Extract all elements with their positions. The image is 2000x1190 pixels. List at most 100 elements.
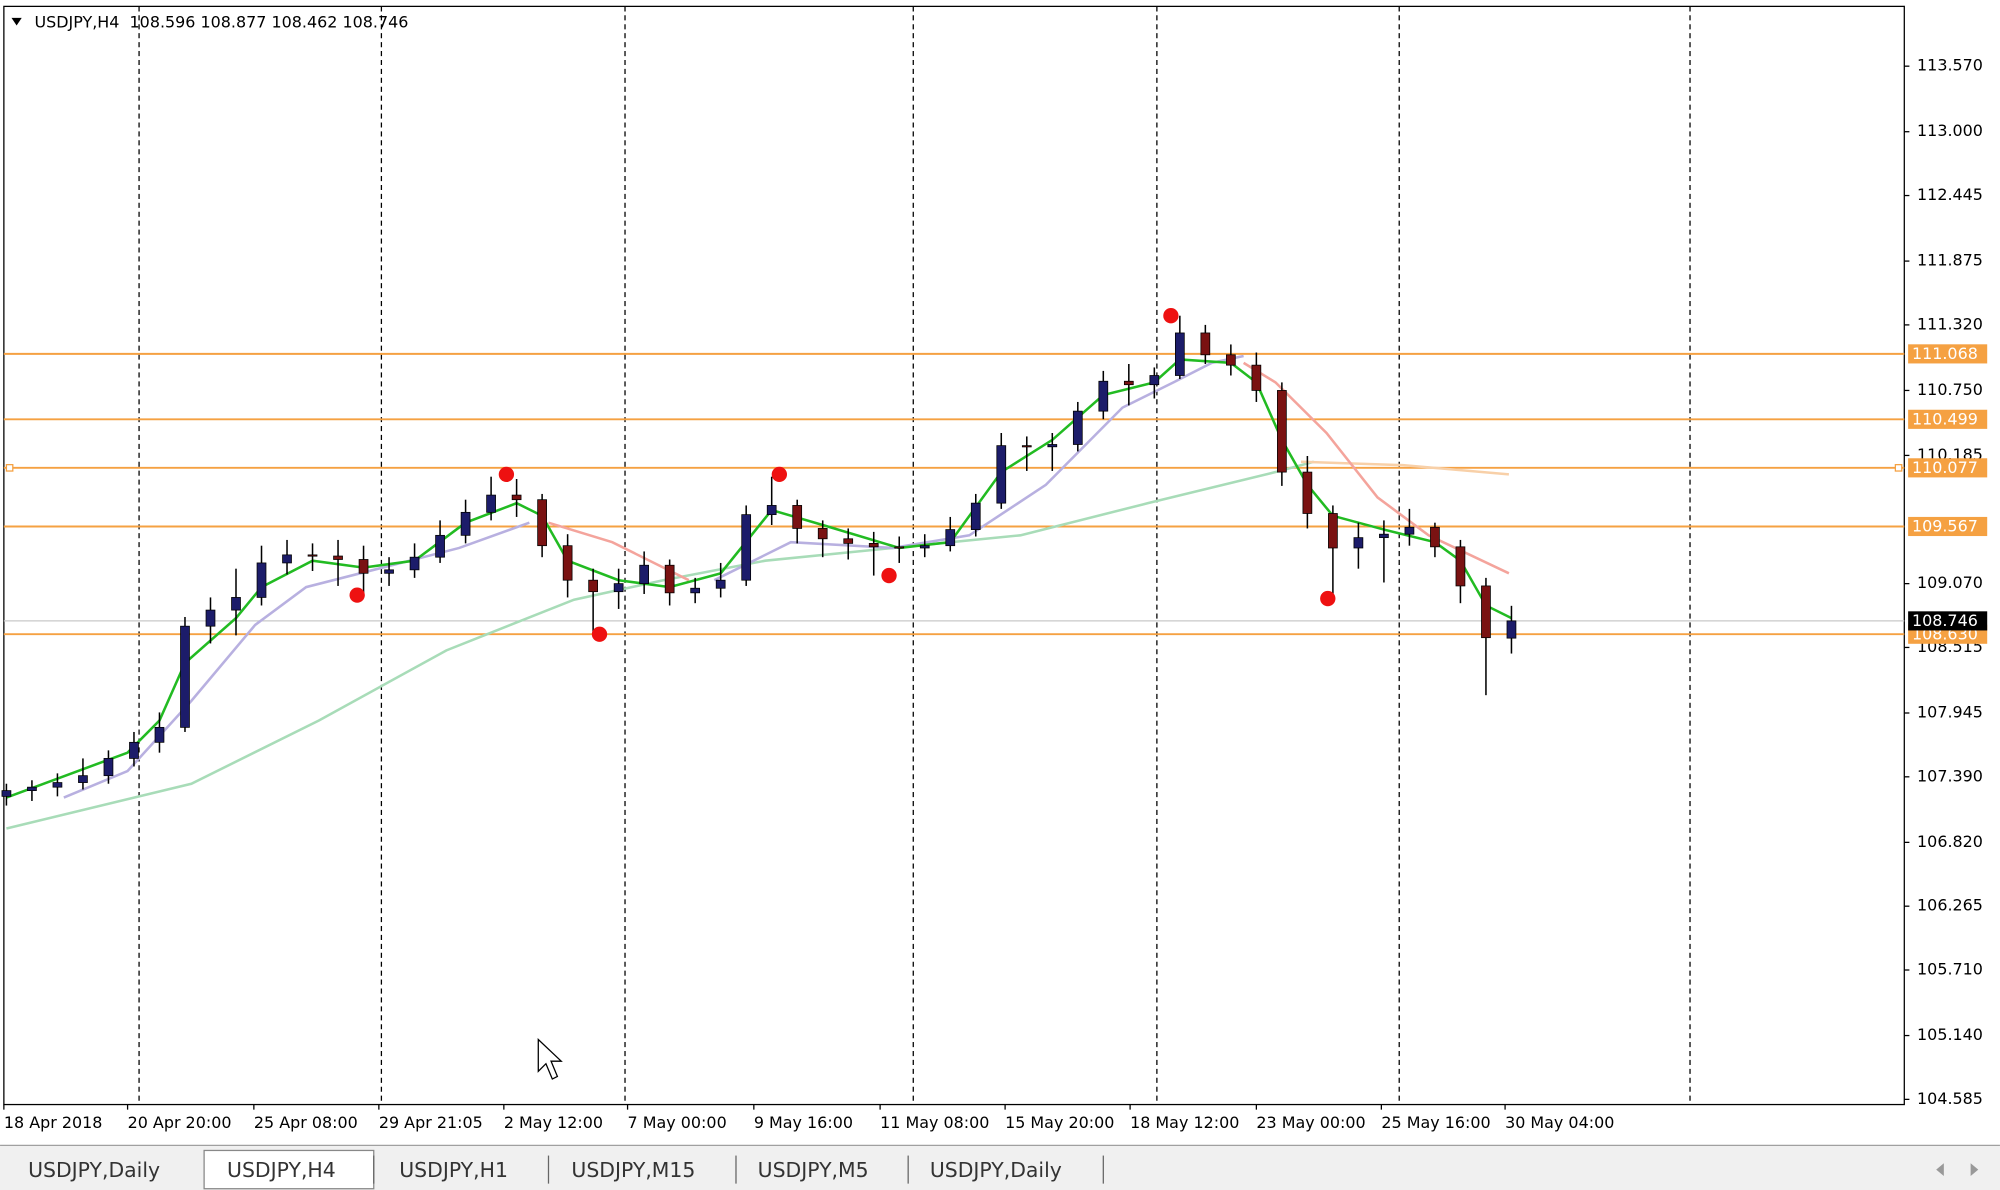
candle-body [180, 625, 190, 728]
candle-body [511, 494, 522, 501]
candle-body [945, 529, 956, 547]
level-price-box [1908, 344, 1988, 364]
y-tick-label: 104.585 [1917, 1089, 1983, 1108]
x-tick-label: 9 May 16:00 [754, 1113, 853, 1132]
fractal-marker [771, 466, 787, 483]
level-price-label: 109.567 [1912, 517, 1978, 536]
candle-body [562, 545, 573, 581]
candle-body [1, 790, 12, 797]
y-tick-label: 111.875 [1917, 251, 1983, 270]
candle-body [78, 775, 88, 783]
indicator-line [1300, 460, 1510, 476]
selected-handle [5, 464, 14, 472]
x-tick-label: 20 Apr 20:00 [128, 1113, 232, 1132]
candle-body [894, 546, 905, 549]
candle-body [537, 499, 547, 547]
tab[interactable]: USDJPY,M15 [571, 1158, 695, 1182]
y-tick-label: 111.320 [1917, 314, 1983, 333]
fractal-marker [881, 567, 897, 584]
tab[interactable]: USDJPY,H1 [399, 1158, 508, 1182]
candle-body [613, 583, 624, 593]
candle-body [460, 511, 471, 536]
x-tick-label: 25 Apr 08:00 [254, 1113, 358, 1132]
y-tick-label: 109.070 [1917, 573, 1983, 592]
candle-body [435, 534, 445, 558]
candle-body [996, 445, 1007, 504]
candle-body [1098, 380, 1109, 412]
candle-body [1226, 354, 1236, 366]
candle-body [409, 556, 420, 571]
header-arrow[interactable] [11, 17, 22, 26]
candle-body [282, 554, 292, 564]
level-price-label: 110.077 [1912, 458, 1978, 477]
candle-body [919, 545, 930, 549]
candle-body [1123, 380, 1134, 386]
y-tick-label: 105.710 [1917, 960, 1983, 979]
candle-body [1328, 513, 1338, 549]
candle-body [868, 543, 879, 548]
tab[interactable]: USDJPY,Daily [930, 1158, 1062, 1182]
candle-body [1047, 444, 1058, 448]
indicator-line [548, 361, 1510, 582]
candle-body [664, 564, 675, 594]
y-tick-label: 106.265 [1917, 896, 1983, 915]
candle-body [1072, 410, 1083, 445]
x-tick-label: 29 Apr 21:05 [379, 1113, 483, 1132]
candle-body [358, 559, 369, 574]
tab[interactable]: USDJPY,H4 [227, 1158, 336, 1182]
level-price-box [1908, 516, 1988, 537]
candle-body [1200, 332, 1211, 356]
fractal-marker [498, 466, 515, 483]
candle-body [792, 505, 803, 529]
candle-body [205, 609, 216, 627]
candle-body [843, 538, 854, 544]
indicator-line [63, 354, 1244, 799]
x-tick-label: 30 May 04:00 [1505, 1113, 1614, 1132]
x-tick-label: 18 Apr 2018 [4, 1113, 103, 1132]
candle-body [1353, 537, 1364, 549]
candle-body [766, 505, 777, 516]
candle-body [741, 514, 752, 581]
candle-body [1430, 526, 1440, 548]
selected-handle [1894, 464, 1903, 472]
y-tick-label: 107.945 [1917, 702, 1983, 721]
candle-body [1302, 471, 1313, 514]
y-tick-label: 110.750 [1917, 380, 1983, 399]
mouse-cursor [537, 1038, 563, 1080]
candle-body [103, 758, 114, 777]
fractal-marker [349, 587, 365, 603]
current-price-label: 108.746 [1912, 611, 1978, 630]
candle-body [970, 502, 981, 530]
candle-body [1021, 445, 1032, 448]
indicator-line [6, 460, 1315, 830]
fractal-marker [1163, 308, 1179, 324]
candle-body [1481, 585, 1491, 639]
x-tick-label: 7 May 00:00 [628, 1113, 727, 1132]
y-tick-label: 113.000 [1917, 121, 1983, 140]
vertical-grid [138, 6, 1691, 1105]
x-tick-label: 25 May 16:00 [1381, 1113, 1490, 1132]
x-tick-label: 11 May 08:00 [880, 1113, 989, 1132]
candle-body [1251, 364, 1262, 391]
x-tick-label: 15 May 20:00 [1005, 1113, 1114, 1132]
candle-body [52, 782, 63, 788]
candle-body [715, 579, 726, 589]
candle-body [1379, 533, 1389, 539]
candle-body [1174, 332, 1185, 376]
tab[interactable]: USDJPY,M5 [758, 1158, 869, 1182]
y-tick-label: 113.570 [1917, 56, 1983, 75]
level-price-box [1908, 458, 1988, 478]
candle-body [1455, 546, 1466, 587]
y-tick-label: 112.445 [1917, 185, 1983, 204]
x-tick-label: 18 May 12:00 [1130, 1113, 1239, 1132]
x-tick-label: 2 May 12:00 [504, 1113, 603, 1132]
candle-body [817, 528, 828, 540]
fractal-marker [1320, 590, 1336, 607]
candle-body [333, 555, 343, 560]
candle-body [690, 587, 701, 594]
current-price-box [1908, 611, 1988, 631]
tab[interactable]: USDJPY,Daily [28, 1158, 160, 1182]
